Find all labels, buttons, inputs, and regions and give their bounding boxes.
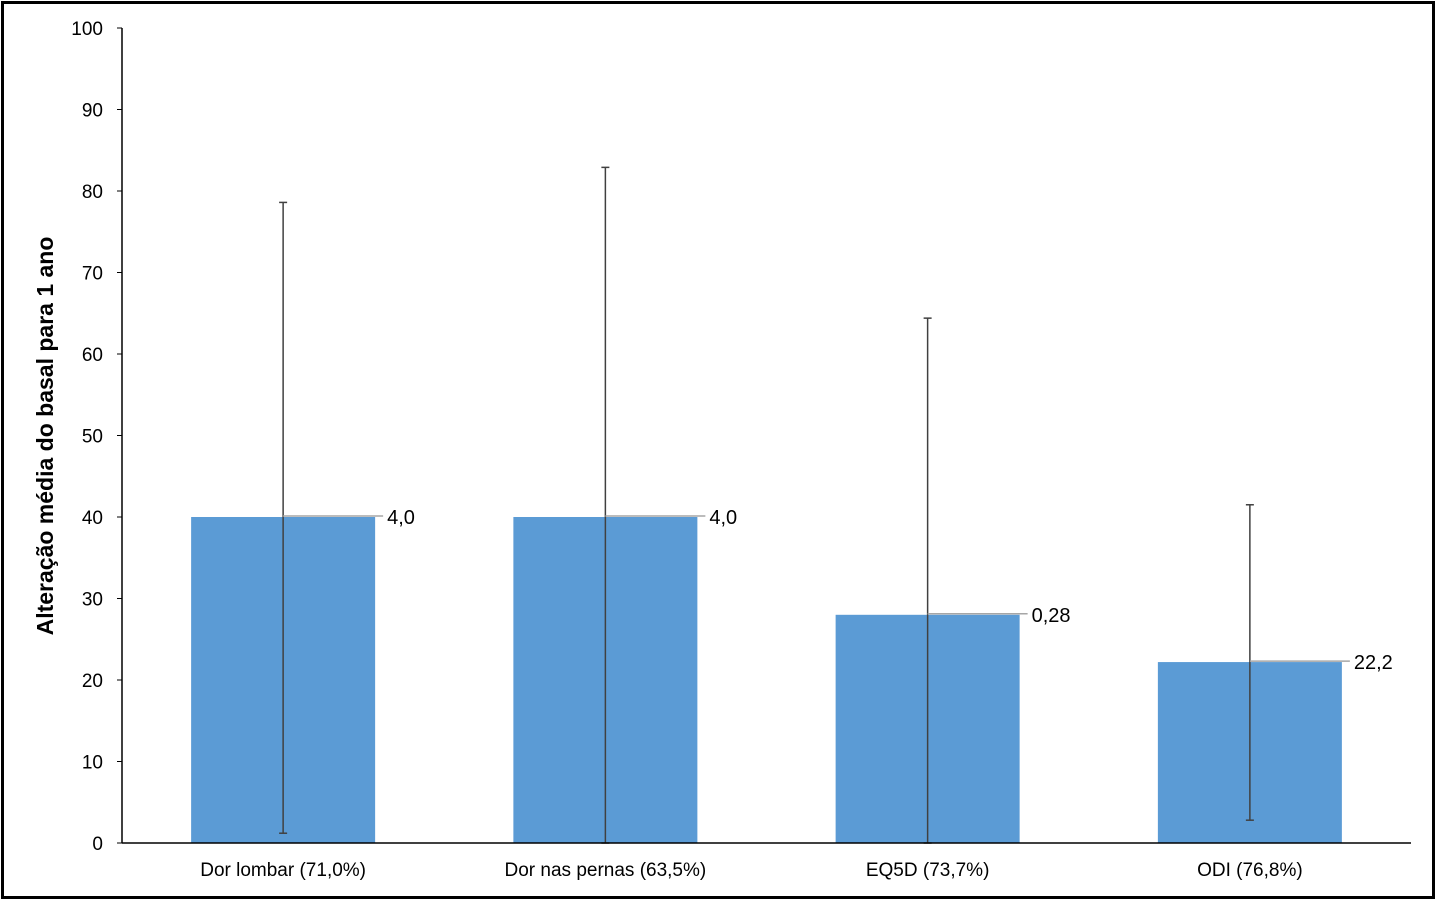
y-tick-label: 90 — [82, 101, 103, 122]
category-label: ODI (76,8%) — [1197, 860, 1303, 881]
axes-layer — [117, 27, 1411, 844]
leader-lines-layer — [283, 515, 1350, 662]
y-tick-label: 30 — [82, 590, 103, 611]
category-label: Dor lombar (71,0%) — [200, 860, 366, 881]
data-label: 4,0 — [709, 507, 737, 529]
y-tick-label: 100 — [71, 19, 103, 40]
y-tick-label: 60 — [82, 345, 103, 366]
category-label: EQ5D (73,7%) — [866, 860, 990, 881]
bars-layer — [191, 517, 1342, 843]
y-tick-label: 10 — [82, 753, 103, 774]
y-tick-label: 50 — [82, 427, 103, 448]
y-axis-title: Alteração média do basal para 1 ano — [32, 237, 58, 636]
data-label: 4,0 — [387, 507, 415, 529]
y-tick-label: 0 — [92, 834, 103, 855]
data-label: 22,2 — [1354, 652, 1393, 674]
data-label: 0,28 — [1032, 605, 1071, 627]
y-tick-label: 80 — [82, 182, 103, 203]
y-tick-label: 20 — [82, 671, 103, 692]
y-tick-label: 40 — [82, 508, 103, 529]
error-bars-layer — [279, 166, 1254, 844]
category-label: Dor nas pernas (63,5%) — [505, 860, 707, 881]
y-tick-label: 70 — [82, 264, 103, 285]
labels-layer: 4,0 Dor lombar (71,0%) 4,0 Dor nas pernas (… — [71, 19, 1393, 881]
